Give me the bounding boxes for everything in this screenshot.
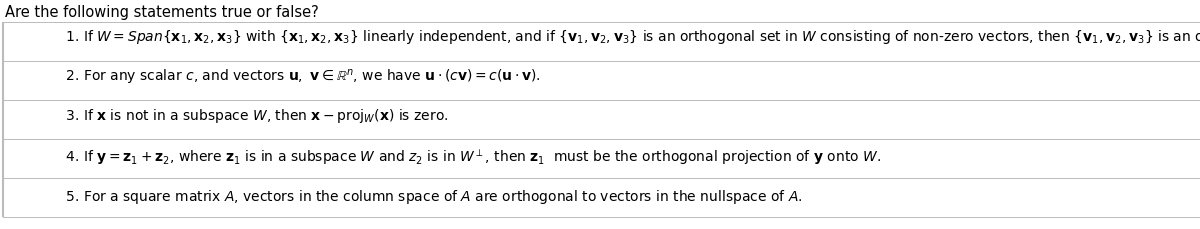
Text: 1. If $W = \mathit{Span}\{\mathbf{x}_1, \mathbf{x}_2, \mathbf{x}_3\}$ with $\{\m: 1. If $W = \mathit{Span}\{\mathbf{x}_1, … [14,28,1200,46]
Text: 2. For any scalar $c$, and vectors $\mathbf{u},\ \mathbf{v} \in \mathbb{R}^n$, w: 2. For any scalar $c$, and vectors $\mat… [14,68,541,87]
Text: 5. For a square matrix $A$, vectors in the column space of $A$ are orthogonal to: 5. For a square matrix $A$, vectors in t… [14,188,803,206]
Text: Are the following statements true or false?: Are the following statements true or fal… [5,5,319,20]
Text: 3. If $\mathbf{x}$ is not in a subspace $W$, then $\mathbf{x} - \mathrm{proj}_W(: 3. If $\mathbf{x}$ is not in a subspace … [14,107,449,125]
Text: 4. If $\mathbf{y} = \mathbf{z}_1 + \mathbf{z}_2$, where $\mathbf{z}_1$ is in a s: 4. If $\mathbf{y} = \mathbf{z}_1 + \math… [14,147,881,167]
